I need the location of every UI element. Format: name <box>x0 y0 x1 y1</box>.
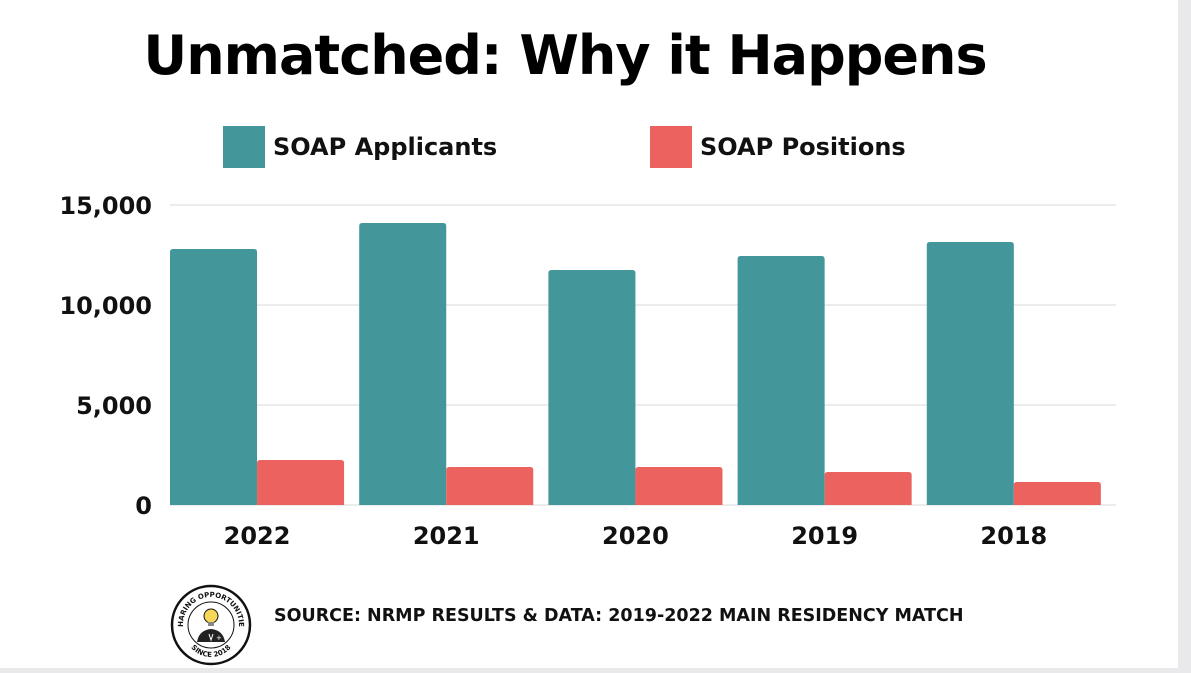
bar-positions <box>446 467 534 505</box>
bar-positions <box>257 460 345 505</box>
svg-text:+: + <box>216 634 222 642</box>
bar-positions <box>824 472 912 505</box>
y-tick-label: 0 <box>135 492 152 520</box>
bar-applicants <box>170 249 258 505</box>
legend-label-applicants: SOAP Applicants <box>273 133 498 161</box>
bar-applicants <box>359 223 447 505</box>
legend-label-positions: SOAP Positions <box>700 133 906 161</box>
chart-title: Unmatched: Why it Happens <box>143 24 987 87</box>
x-tick-label: 2018 <box>980 522 1047 550</box>
legend-item-applicants: SOAP Applicants <box>223 126 497 168</box>
legend-swatch-applicants <box>223 126 265 168</box>
x-tick-label: 2019 <box>791 522 858 550</box>
bar-chart: 0 5,000 10,000 15,000 2022 2021 2020 2019 2018 <box>59 192 1116 550</box>
source-citation: SOURCE: NRMP RESULTS & DATA: 2019-2022 M… <box>274 606 964 626</box>
bar-applicants <box>548 270 636 505</box>
lightbulb-doctor-icon: + <box>197 608 225 642</box>
bar-applicants <box>737 256 825 505</box>
bar-positions <box>1013 482 1101 505</box>
bar-positions <box>635 467 723 505</box>
legend-swatch-positions <box>650 126 692 168</box>
x-tick-label: 2020 <box>602 522 669 550</box>
bar-applicants <box>926 242 1014 505</box>
x-tick-label: 2022 <box>224 522 291 550</box>
y-tick-label: 10,000 <box>59 292 152 320</box>
legend-item-positions: SOAP Positions <box>650 126 906 168</box>
x-tick-label: 2021 <box>413 522 480 550</box>
y-tick-label: 5,000 <box>76 392 152 420</box>
y-tick-label: 15,000 <box>59 192 152 220</box>
